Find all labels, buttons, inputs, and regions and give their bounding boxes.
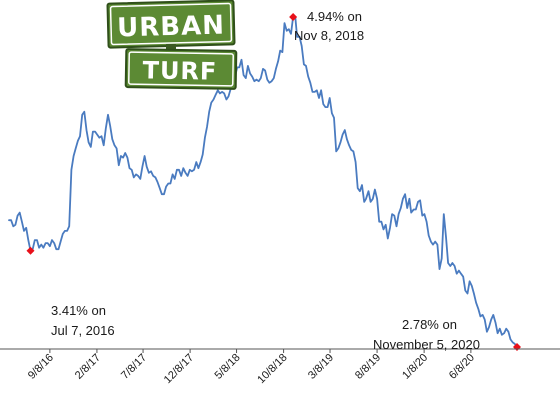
x-tick-label: 10/8/18 — [255, 352, 289, 386]
x-tick-label: 6/8/20 — [447, 352, 477, 382]
x-tick-label: 2/8/17 — [73, 352, 103, 382]
low-2020-annotation-line2: November 5, 2020 — [373, 337, 480, 352]
x-tick-label: 7/8/17 — [119, 352, 149, 382]
logo-sign-turf: TURF — [124, 48, 238, 90]
high-annotation-line2: Nov 8, 2018 — [294, 28, 364, 43]
urban-turf-logo: URBAN TURF — [106, 0, 238, 90]
x-tick-label: 8/8/19 — [353, 352, 383, 382]
low-2016-annotation-line2: Jul 7, 2016 — [51, 323, 115, 338]
marker-layer — [26, 13, 521, 351]
x-tick-label: 1/8/20 — [400, 352, 430, 382]
marker-point-2 — [289, 13, 298, 21]
x-tick-label: 12/8/17 — [162, 352, 196, 386]
logo-text-turf: TURF — [142, 56, 217, 85]
x-tick-label: 9/8/16 — [26, 352, 56, 382]
marker-point-1 — [26, 246, 35, 255]
rate-series-line — [8, 16, 518, 348]
logo-text-urban: URBAN — [117, 11, 226, 44]
high-annotation-line1: 4.94% on — [307, 9, 362, 24]
low-2020-annotation-line1: 2.78% on — [402, 317, 457, 332]
x-tick-label: 5/8/18 — [213, 352, 243, 382]
logo-sign-urban: URBAN — [106, 0, 236, 49]
x-tick-label: 3/8/19 — [306, 352, 336, 382]
low-2016-annotation-line1: 3.41% on — [51, 303, 106, 318]
x-tick-layer: 9/8/16 2/8/17 7/8/17 12/8/17 5/8/18 10/8/18 3/… — [26, 349, 477, 386]
